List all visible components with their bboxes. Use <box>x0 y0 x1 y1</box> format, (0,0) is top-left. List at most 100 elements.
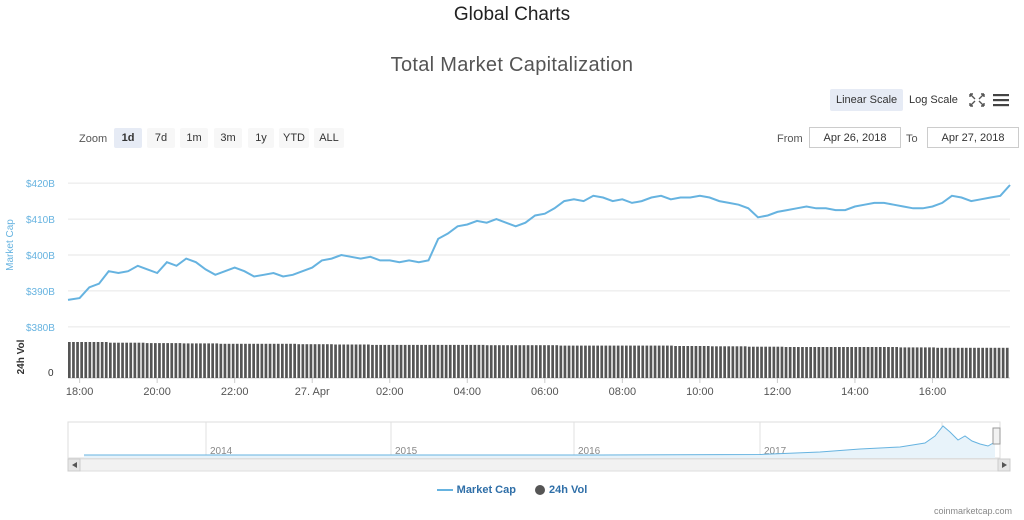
volume-bar <box>285 343 288 378</box>
volume-bar <box>838 347 841 378</box>
legend-item-market-cap[interactable]: Market Cap <box>436 484 516 496</box>
x-tick-label: 06:00 <box>531 386 559 398</box>
volume-bar <box>412 344 415 378</box>
volume-bar <box>555 345 559 378</box>
volume-bar <box>666 345 669 378</box>
volume-bar <box>371 344 374 378</box>
volume-bar <box>928 347 931 378</box>
y-tick-label: $410B <box>26 215 55 226</box>
volume-bar <box>825 347 829 378</box>
volume-bar <box>596 345 599 378</box>
zoom-button-1m[interactable]: 1m <box>180 128 208 148</box>
to-label: To <box>906 133 918 145</box>
volume-bar <box>109 342 112 378</box>
volume-bar <box>690 346 694 378</box>
volume-bar <box>313 344 317 378</box>
volume-bar <box>346 344 350 378</box>
volume-bar <box>113 342 116 378</box>
volume-bar <box>989 347 993 378</box>
volume-bar <box>887 347 890 378</box>
arrow-left-icon <box>72 462 77 468</box>
fullscreen-icon[interactable] <box>968 92 986 108</box>
volume-bar <box>100 342 104 378</box>
volume-bar <box>96 342 100 378</box>
x-tick-label: 12:00 <box>764 386 792 398</box>
x-tick-label: 20:00 <box>143 386 171 398</box>
chart-legend: Market Cap 24h Vol <box>0 484 1024 496</box>
zoom-button-1y[interactable]: 1y <box>248 128 274 148</box>
volume-bar <box>858 347 862 378</box>
volume-bar <box>416 344 419 378</box>
volume-bar <box>477 344 481 378</box>
volume-bar <box>141 342 145 378</box>
to-date-input[interactable] <box>927 127 1019 148</box>
volume-bar <box>1005 347 1009 378</box>
volume-bar <box>149 343 153 378</box>
volume-bar <box>895 347 898 378</box>
zoom-button-3m[interactable]: 3m <box>214 128 242 148</box>
volume-bar <box>117 342 120 378</box>
volume-bar <box>88 342 92 378</box>
volume-bar <box>489 345 493 378</box>
legend-item-24h-vol[interactable]: 24h Vol <box>535 484 587 496</box>
volume-bar <box>747 346 751 378</box>
volume-bar <box>903 347 907 378</box>
x-tick-label: 02:00 <box>376 386 404 398</box>
zoom-button-all[interactable]: ALL <box>314 128 344 148</box>
linear-scale-button[interactable]: Linear Scale <box>830 89 904 111</box>
volume-bar <box>797 347 800 378</box>
volume-bar <box>526 345 530 378</box>
volume-bar <box>944 347 948 378</box>
volume-bar <box>776 346 780 378</box>
x-tick-label: 08:00 <box>609 386 637 398</box>
volume-bar <box>276 343 280 378</box>
volume-bar <box>936 347 939 378</box>
volume-bar <box>633 345 636 378</box>
volume-bar <box>248 343 251 378</box>
hamburger-menu-icon[interactable] <box>992 92 1010 108</box>
volume-bar <box>985 347 989 378</box>
volume-bar <box>215 343 219 378</box>
volume-bar <box>866 347 870 378</box>
volume-bar <box>915 347 919 378</box>
volume-bar <box>752 346 755 378</box>
volume-bar <box>223 343 227 378</box>
volume-bar <box>792 347 796 378</box>
volume-bar <box>379 344 382 378</box>
zoom-label: Zoom <box>79 133 108 145</box>
volume-bar <box>907 347 911 378</box>
volume-bar <box>342 344 346 378</box>
from-date-input[interactable] <box>809 127 901 148</box>
navigator-handle[interactable] <box>992 427 1001 445</box>
volume-bar <box>453 344 456 378</box>
volume-bar <box>870 347 874 378</box>
volume-bar <box>932 347 935 378</box>
volume-bar <box>125 342 128 378</box>
zoom-button-7d[interactable]: 7d <box>147 128 175 148</box>
volume-bar <box>878 347 882 378</box>
volume-bar <box>244 343 247 378</box>
zoom-button-1d[interactable]: 1d <box>114 128 142 148</box>
volume-bar <box>670 345 673 378</box>
y-tick-label: $420B <box>26 179 55 190</box>
volume-bar <box>391 344 395 378</box>
x-tick-label: 04:00 <box>454 386 482 398</box>
navigator-year-label: 2017 <box>764 446 787 457</box>
volume-bar <box>608 345 612 378</box>
volume-bar <box>625 345 628 378</box>
volume-bar <box>571 345 575 378</box>
credits-link[interactable]: coinmarketcap.com <box>933 506 1012 516</box>
volume-bar <box>473 344 477 378</box>
volume-bar <box>326 344 329 378</box>
volume-bar <box>444 344 448 378</box>
arrow-right-icon <box>1002 462 1007 468</box>
volume-bar <box>178 343 182 378</box>
volume-bar <box>993 347 997 378</box>
volume-bar <box>551 345 554 378</box>
navigator-scrollbar[interactable] <box>67 458 1011 472</box>
zoom-button-ytd[interactable]: YTD <box>279 128 309 148</box>
log-scale-button[interactable]: Log Scale <box>909 94 958 106</box>
volume-bar <box>723 346 726 378</box>
volume-bar <box>883 347 886 378</box>
volume-bar <box>186 343 190 378</box>
